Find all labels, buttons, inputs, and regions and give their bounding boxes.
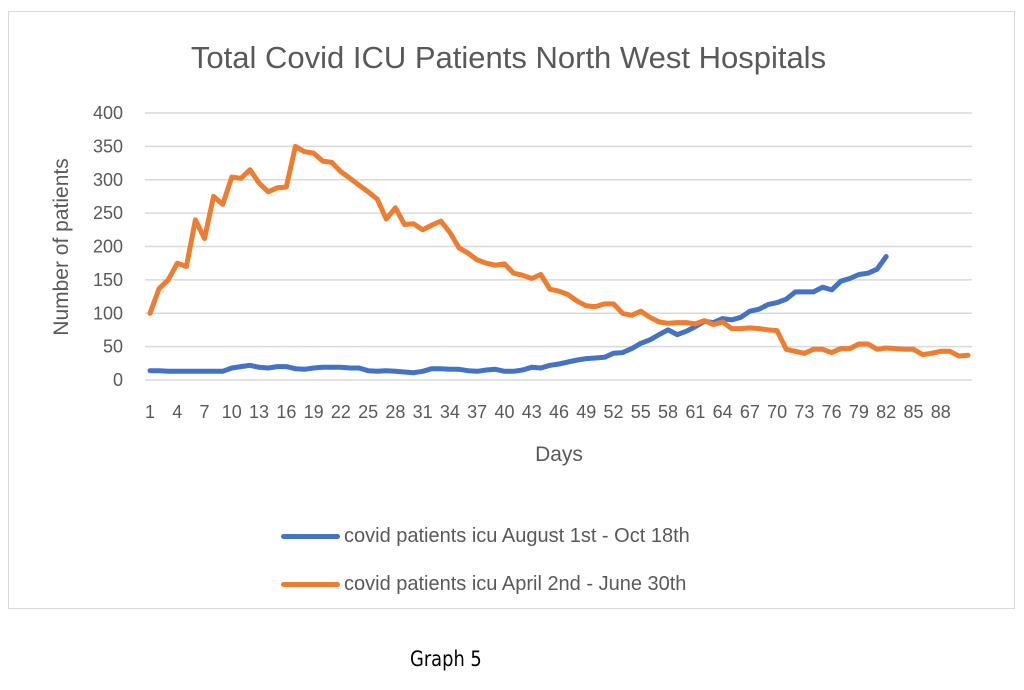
x-tick-label: 82 xyxy=(876,402,896,422)
x-tick-label: 58 xyxy=(658,402,678,422)
x-tick-label: 34 xyxy=(440,402,460,422)
y-tick-label: 0 xyxy=(113,370,123,390)
legend-label: covid patients icu August 1st - Oct 18th xyxy=(344,524,690,547)
x-tick-label: 85 xyxy=(903,402,923,422)
x-tick-label: 40 xyxy=(494,402,514,422)
x-tick-label: 70 xyxy=(767,402,787,422)
x-tick-label: 52 xyxy=(604,402,624,422)
x-axis-label: Days xyxy=(535,443,583,466)
x-tick-label: 19 xyxy=(304,402,324,422)
y-tick-label: 250 xyxy=(93,203,123,223)
x-tick-label: 31 xyxy=(413,402,433,422)
legend-label: covid patients icu April 2nd - June 30th xyxy=(344,572,687,595)
x-tick-label: 37 xyxy=(467,402,487,422)
x-tick-label: 4 xyxy=(172,402,182,422)
x-tick-label: 49 xyxy=(576,402,596,422)
x-tick-label: 88 xyxy=(931,402,951,422)
x-tick-label: 46 xyxy=(549,402,569,422)
legend-item-august[interactable]: covid patients icu August 1st - Oct 18th xyxy=(281,512,690,560)
y-tick-label: 50 xyxy=(103,337,123,357)
series-line-april xyxy=(147,143,971,359)
x-tick-label: 43 xyxy=(522,402,542,422)
x-tick-label: 64 xyxy=(713,402,733,422)
y-tick-label: 350 xyxy=(93,136,123,156)
x-tick-label: 76 xyxy=(822,402,842,422)
y-tick-label: 300 xyxy=(93,170,123,190)
x-tick-label: 61 xyxy=(685,402,705,422)
series-line-august xyxy=(147,254,889,376)
x-tick-label: 13 xyxy=(249,402,269,422)
chart-frame xyxy=(8,11,1015,609)
x-tick-label: 16 xyxy=(276,402,296,422)
chart-title: Total Covid ICU Patients North West Hosp… xyxy=(190,40,827,75)
y-tick-label: 200 xyxy=(93,237,123,257)
legend: covid patients icu August 1st - Oct 18th… xyxy=(281,512,690,608)
x-tick-label: 28 xyxy=(385,402,405,422)
legend-swatch-blue xyxy=(281,533,340,539)
legend-swatch-orange xyxy=(281,581,340,587)
x-tick-label: 7 xyxy=(200,402,210,422)
x-tick-label: 73 xyxy=(794,402,814,422)
y-tick-label: 100 xyxy=(93,303,123,323)
x-tick-label: 25 xyxy=(358,402,378,422)
legend-item-april[interactable]: covid patients icu April 2nd - June 30th xyxy=(281,560,690,608)
x-tick-label: 55 xyxy=(631,402,651,422)
x-tick-label: 79 xyxy=(849,402,869,422)
y-tick-label: 400 xyxy=(93,103,123,123)
y-tick-label: 150 xyxy=(93,270,123,290)
x-tick-label: 1 xyxy=(145,402,155,422)
x-tick-label: 22 xyxy=(331,402,351,422)
figure-caption: Graph 5 xyxy=(410,647,482,671)
x-tick-label: 10 xyxy=(222,402,242,422)
x-tick-label: 67 xyxy=(740,402,760,422)
